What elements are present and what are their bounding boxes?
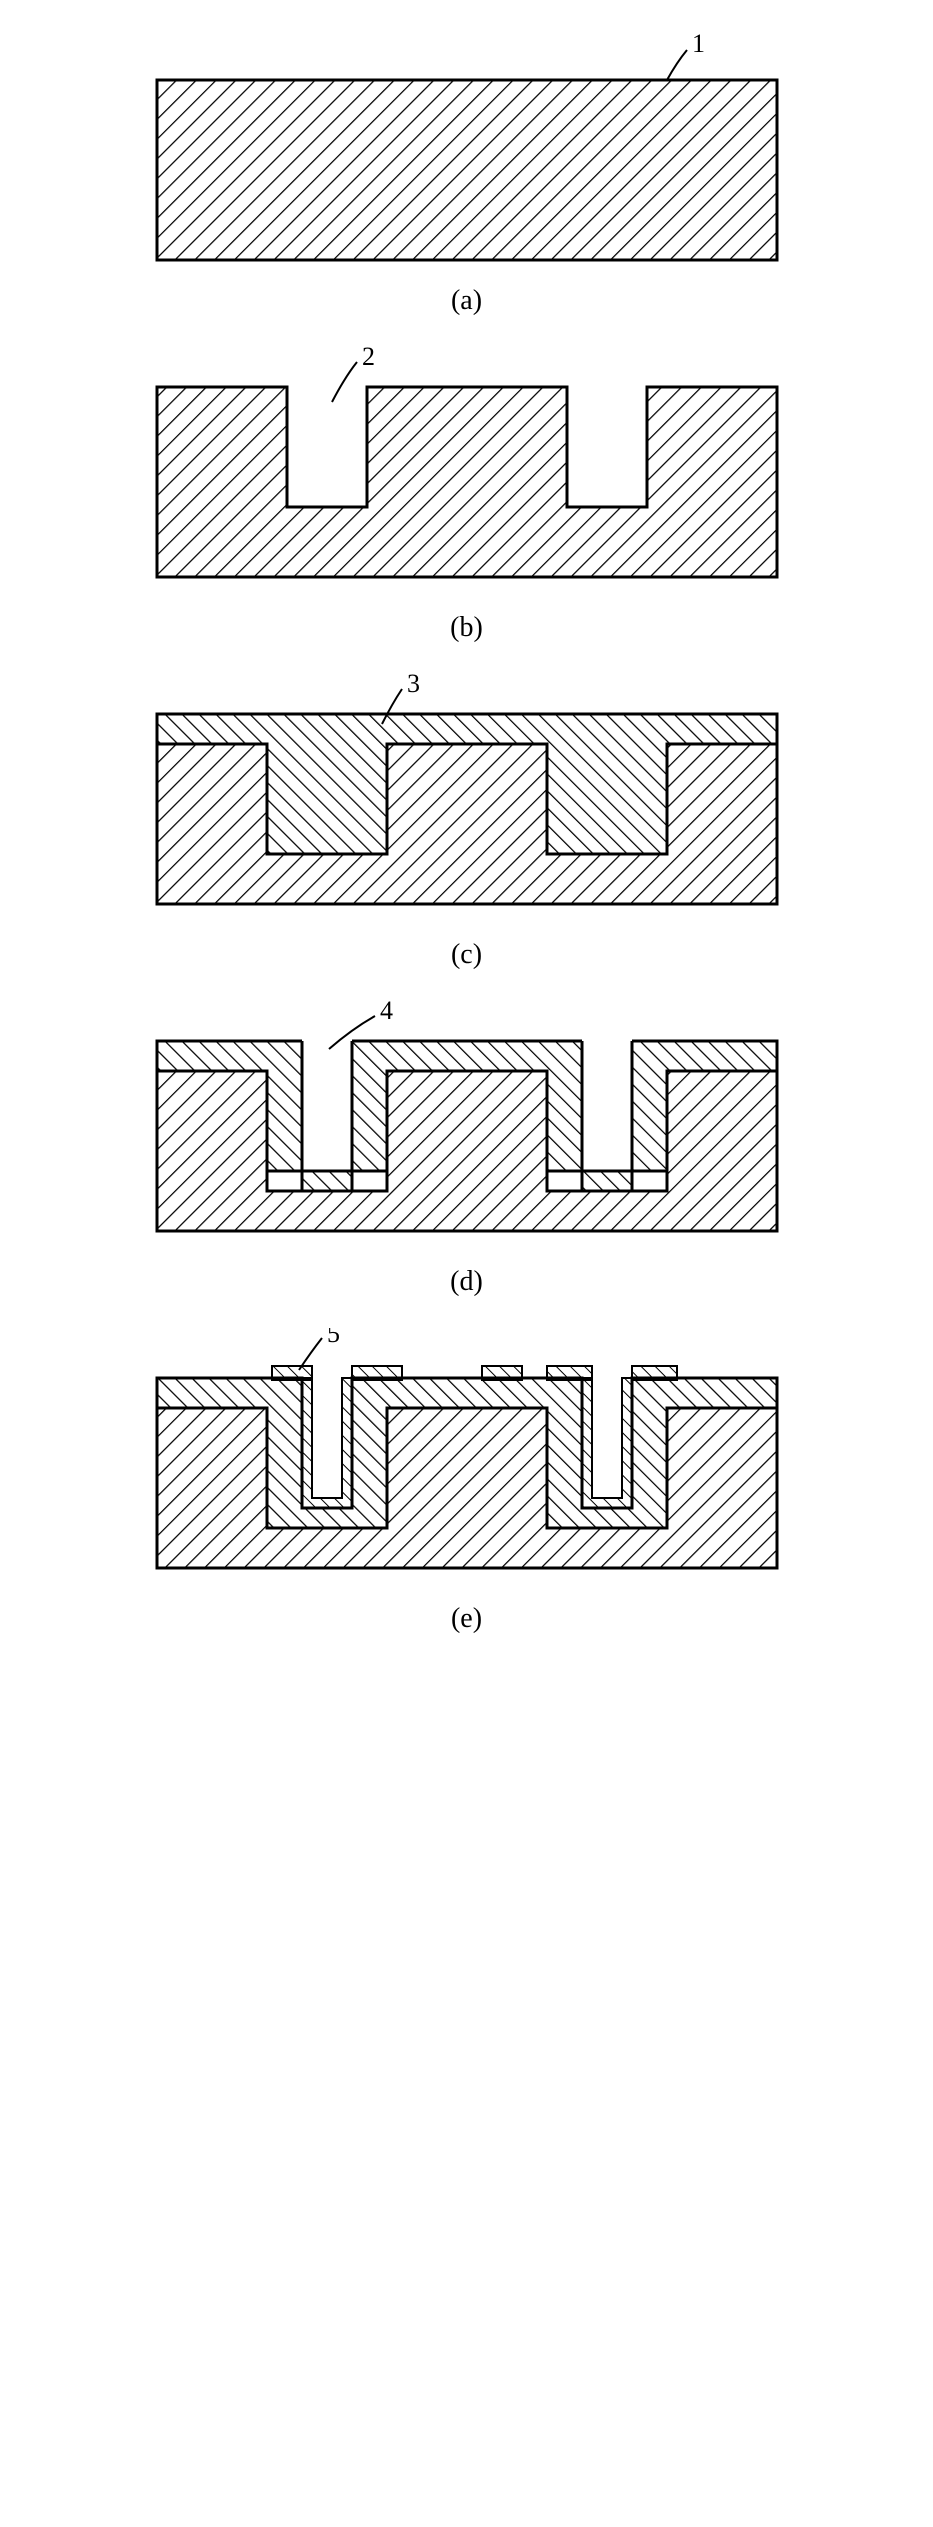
thin-liner-left-gap	[302, 1378, 352, 1508]
callout-1: 1	[692, 30, 705, 58]
pad-4	[547, 1366, 592, 1380]
callout-line-2	[332, 362, 357, 402]
panel-e: 5 (e)	[30, 1328, 903, 1635]
gap-left	[302, 1039, 352, 1171]
liner-right-bottom	[582, 1171, 632, 1191]
panel-label-e: (e)	[30, 1603, 903, 1635]
panel-e-svg: 5	[107, 1328, 827, 1588]
substrate	[157, 80, 777, 260]
panel-label-a: (a)	[30, 285, 903, 317]
callout-5: 5	[327, 1328, 340, 1348]
callout-line-1	[667, 50, 687, 80]
panel-c-svg: 3	[107, 674, 827, 924]
substrate-e	[157, 1408, 777, 1568]
pad-3	[482, 1366, 522, 1380]
callout-4: 4	[380, 1001, 393, 1025]
pad-2	[352, 1366, 402, 1380]
callout-2: 2	[362, 347, 375, 371]
panel-b: 2 (b)	[30, 347, 903, 644]
substrate-c	[157, 744, 777, 904]
substrate-trenched	[157, 387, 777, 577]
panel-a-svg: 1	[107, 30, 827, 270]
pad-1	[272, 1366, 312, 1380]
panel-c: 3 (c)	[30, 674, 903, 971]
panel-label-d: (d)	[30, 1266, 903, 1298]
panel-label-b: (b)	[30, 612, 903, 644]
callout-3: 3	[407, 674, 420, 698]
substrate-d	[157, 1071, 777, 1231]
pad-5	[632, 1366, 677, 1380]
gap-right	[582, 1039, 632, 1171]
panel-b-svg: 2	[107, 347, 827, 597]
thin-liner-right-gap	[582, 1378, 632, 1508]
panel-label-c: (c)	[30, 939, 903, 971]
panel-d-svg: 4	[107, 1001, 827, 1251]
figure-container: 1 (a) 2 (b) 3 (c)	[30, 30, 903, 1635]
liner-left-bottom	[302, 1171, 352, 1191]
panel-a: 1 (a)	[30, 30, 903, 317]
panel-d: 4 (d)	[30, 1001, 903, 1298]
